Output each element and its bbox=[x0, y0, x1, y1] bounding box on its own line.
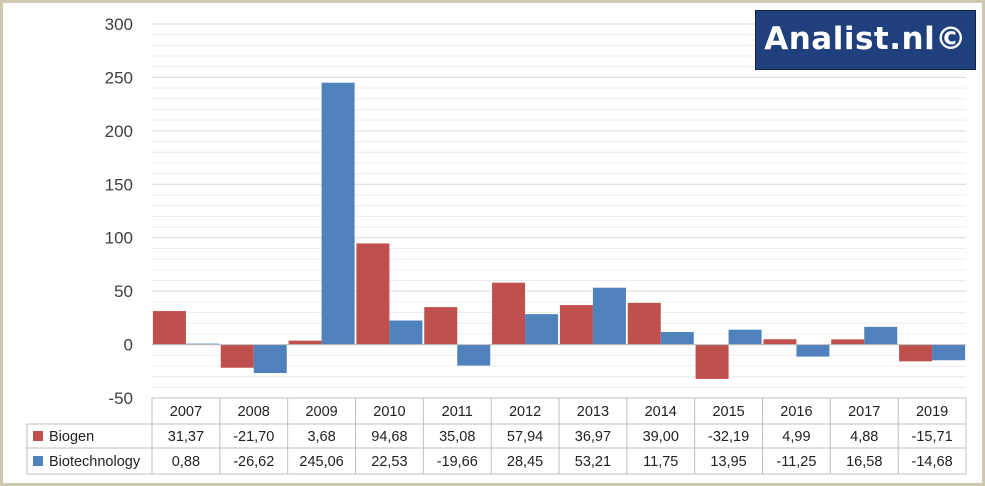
data-label-biogen: 31,37 bbox=[168, 429, 204, 445]
x-category-label: 2007 bbox=[170, 404, 202, 420]
x-category-label: 2014 bbox=[645, 404, 677, 420]
data-label-biotechnology: 53,21 bbox=[575, 454, 611, 470]
data-label-biotechnology: -26,62 bbox=[233, 454, 274, 470]
bar-biogen-2019 bbox=[899, 344, 933, 362]
legend-key-biotechnology bbox=[33, 456, 43, 466]
bar-biotechnology-2017 bbox=[864, 326, 898, 345]
bar-biotechnology-2008 bbox=[253, 344, 287, 374]
bar-biotechnology-2013 bbox=[592, 287, 626, 345]
x-category-label: 2008 bbox=[238, 404, 270, 420]
bar-biotechnology-2009 bbox=[321, 82, 355, 345]
y-tick-label: 250 bbox=[105, 68, 133, 87]
x-category-label: 2015 bbox=[712, 404, 744, 420]
data-label-biogen: -15,71 bbox=[912, 429, 953, 445]
data-label-biotechnology: 245,06 bbox=[299, 454, 343, 470]
bar-biogen-2010 bbox=[356, 243, 390, 345]
bar-biotechnology-2016 bbox=[796, 344, 830, 357]
y-tick-label: 200 bbox=[105, 122, 133, 141]
data-label-biogen: 35,08 bbox=[439, 429, 475, 445]
x-category-label: 2016 bbox=[780, 404, 812, 420]
bar-biogen-2014 bbox=[627, 302, 661, 345]
bar-biogen-2007 bbox=[152, 311, 186, 345]
data-label-biotechnology: 16,58 bbox=[846, 454, 882, 470]
x-category-label: 2019 bbox=[916, 404, 948, 420]
watermark-logo: Analist.nl© bbox=[755, 10, 976, 70]
data-label-biotechnology: -14,68 bbox=[912, 454, 953, 470]
y-tick-label: 150 bbox=[105, 175, 133, 194]
data-label-biogen: 36,97 bbox=[575, 429, 611, 445]
data-label-biotechnology: 0,88 bbox=[172, 454, 200, 470]
bar-biotechnology-2014 bbox=[660, 332, 694, 345]
data-label-biogen: 39,00 bbox=[643, 429, 679, 445]
bar-biotechnology-2019 bbox=[932, 344, 966, 361]
bar-biotechnology-2012 bbox=[525, 314, 559, 345]
data-label-biotechnology: 28,45 bbox=[507, 454, 543, 470]
bar-biogen-2013 bbox=[559, 305, 593, 345]
bar-biogen-2017 bbox=[831, 339, 865, 345]
x-category-label: 2012 bbox=[509, 404, 541, 420]
data-label-biotechnology: -11,25 bbox=[776, 454, 816, 470]
y-tick-label: 50 bbox=[114, 282, 133, 301]
bar-biogen-2011 bbox=[424, 307, 458, 345]
data-label-biotechnology: -19,66 bbox=[437, 454, 478, 470]
x-category-label: 2009 bbox=[305, 404, 337, 420]
data-label-biogen: -21,70 bbox=[233, 429, 274, 445]
data-label-biogen: 4,99 bbox=[782, 429, 810, 445]
bar-biogen-2016 bbox=[763, 339, 797, 345]
watermark-text: Analist.nl© bbox=[764, 21, 967, 57]
data-label-biogen: 4,88 bbox=[850, 429, 878, 445]
bar-biogen-2009 bbox=[288, 340, 322, 345]
y-tick-label: 300 bbox=[105, 15, 133, 34]
bar-biotechnology-2010 bbox=[389, 320, 423, 345]
y-tick-label: 0 bbox=[124, 336, 133, 355]
bar-biogen-2012 bbox=[492, 282, 526, 345]
data-label-biotechnology: 11,75 bbox=[643, 454, 678, 470]
legend-key-biogen bbox=[33, 431, 43, 441]
bar-biotechnology-2011 bbox=[457, 344, 491, 366]
legend-label-biotechnology: Biotechnology bbox=[49, 454, 141, 470]
bar-biogen-2008 bbox=[220, 344, 254, 368]
data-label-biogen: 3,68 bbox=[307, 429, 335, 445]
data-label-biotechnology: 13,95 bbox=[710, 454, 746, 470]
bar-biotechnology-2015 bbox=[728, 329, 762, 345]
y-tick-label: -50 bbox=[108, 389, 133, 408]
data-label-biogen: 57,94 bbox=[507, 429, 543, 445]
y-tick-label: 100 bbox=[105, 229, 133, 248]
x-category-label: 2010 bbox=[373, 404, 405, 420]
legend-label-biogen: Biogen bbox=[49, 429, 94, 445]
bar-biogen-2015 bbox=[695, 344, 729, 379]
x-category-label: 2013 bbox=[577, 404, 609, 420]
data-label-biotechnology: 22,53 bbox=[371, 454, 407, 470]
x-category-label: 2011 bbox=[442, 404, 473, 420]
data-label-biogen: -32,19 bbox=[708, 429, 749, 445]
x-category-label: 2017 bbox=[848, 404, 880, 420]
data-label-biogen: 94,68 bbox=[371, 429, 407, 445]
